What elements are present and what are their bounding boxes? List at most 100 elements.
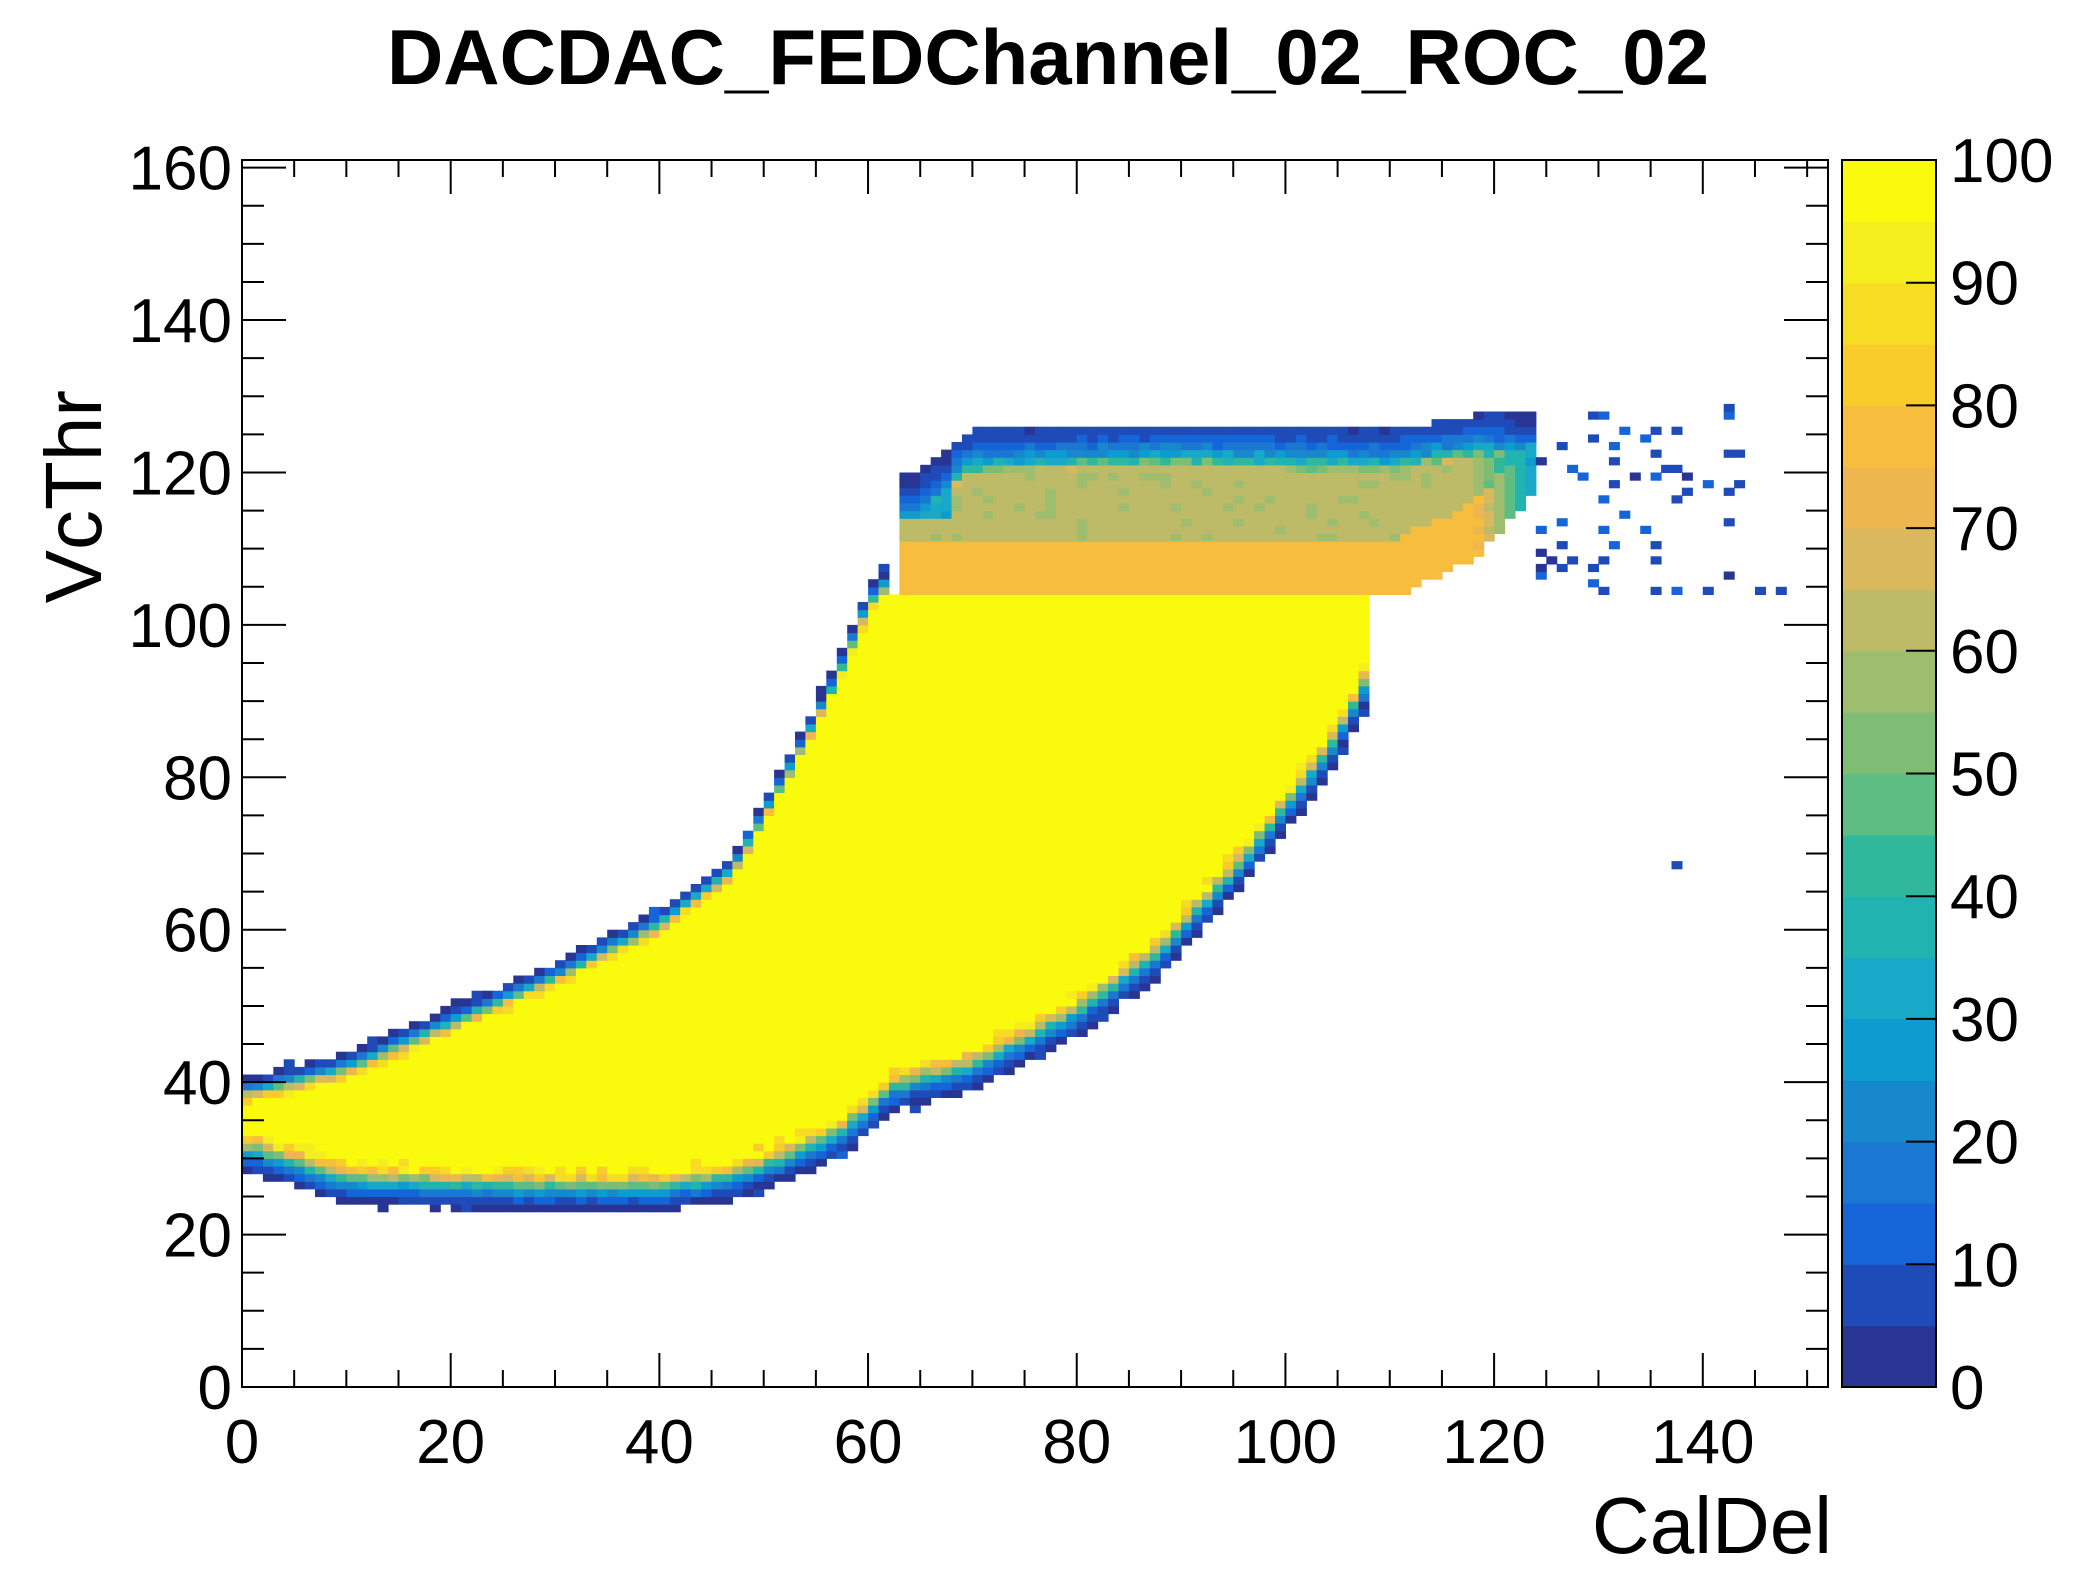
heatmap-cell — [909, 777, 921, 786]
heatmap-cell — [408, 1082, 420, 1091]
heatmap-cell — [586, 1112, 598, 1121]
heatmap-cell — [1254, 769, 1266, 778]
heatmap-cell — [1118, 434, 1130, 443]
heatmap-cell — [847, 670, 859, 679]
heatmap-cell — [1160, 449, 1172, 458]
heatmap-cell — [826, 838, 838, 847]
heatmap-cell — [815, 891, 827, 900]
heatmap-cell — [1212, 442, 1224, 451]
heatmap-cell — [941, 525, 953, 534]
heatmap-cell — [909, 518, 921, 527]
heatmap-cell — [1139, 472, 1151, 481]
heatmap-cell — [659, 983, 671, 992]
heatmap-cell — [742, 945, 754, 954]
heatmap-cell — [763, 1150, 775, 1159]
heatmap-cell — [534, 1158, 546, 1167]
heatmap-cell — [408, 1089, 420, 1098]
heatmap-cell — [1160, 442, 1172, 451]
heatmap-cell — [1181, 746, 1193, 755]
heatmap-cell — [544, 1074, 556, 1083]
heatmap-cell — [1087, 655, 1099, 664]
heatmap-cell — [461, 1112, 473, 1121]
heatmap-cell — [1097, 518, 1109, 527]
heatmap-cell — [857, 1089, 869, 1098]
heatmap-cell — [826, 1112, 838, 1121]
heatmap-cell — [648, 1181, 660, 1190]
heatmap-cell — [784, 1158, 796, 1167]
heatmap-cell — [659, 975, 671, 984]
heatmap-cell — [972, 739, 984, 748]
heatmap-cell — [659, 1181, 671, 1190]
heatmap-cell — [471, 1097, 483, 1106]
heatmap-cell — [450, 1143, 462, 1152]
heatmap-cell — [1003, 708, 1015, 717]
heatmap-cell — [1097, 784, 1109, 794]
heatmap-cell — [1233, 609, 1245, 618]
heatmap-cell — [575, 1181, 587, 1190]
heatmap-cell — [638, 1158, 650, 1167]
heatmap-cell — [972, 899, 984, 908]
heatmap-cell — [1024, 983, 1036, 992]
heatmap-cell — [1097, 594, 1109, 603]
heatmap-cell — [1201, 609, 1213, 618]
heatmap-cell — [638, 952, 650, 961]
heatmap-cell — [419, 1089, 431, 1098]
heatmap-cell — [1087, 945, 1099, 954]
heatmap-cell — [408, 1196, 420, 1205]
heatmap-cell — [1024, 579, 1036, 588]
heatmap-cell — [1181, 868, 1193, 877]
heatmap-cell — [993, 891, 1005, 900]
heatmap-cell — [847, 876, 859, 885]
heatmap-cell — [993, 426, 1005, 435]
heatmap-cell — [920, 731, 932, 740]
heatmap-cell — [857, 845, 869, 855]
heatmap-cell — [628, 1173, 640, 1182]
heatmap-cell — [398, 1158, 410, 1167]
heatmap-cell — [930, 1036, 942, 1045]
heatmap-cell — [1108, 647, 1119, 656]
heatmap-cell — [941, 784, 953, 794]
heatmap-cell — [742, 884, 754, 893]
heatmap-cell — [335, 1158, 347, 1167]
heatmap-cell — [888, 1051, 900, 1060]
heatmap-cell — [1035, 472, 1046, 481]
heatmap-cell — [1045, 541, 1057, 550]
heatmap-cell — [763, 1105, 775, 1114]
heatmap-cell — [941, 480, 953, 489]
heatmap-cell — [1191, 914, 1203, 923]
heatmap-cell — [1254, 495, 1266, 504]
heatmap-cell — [1087, 670, 1099, 679]
heatmap-cell — [1149, 693, 1161, 702]
heatmap-cell — [1024, 487, 1036, 496]
heatmap-cell — [847, 777, 859, 786]
heatmap-cell — [575, 1143, 587, 1152]
heatmap-cell — [815, 975, 827, 984]
heatmap-cell — [690, 967, 702, 976]
heatmap-cell — [888, 754, 900, 763]
heatmap-cell — [763, 937, 775, 946]
heatmap-cell — [962, 823, 973, 832]
heatmap-cell — [534, 990, 546, 999]
heatmap-cell — [1024, 754, 1036, 763]
heatmap-cell — [1222, 594, 1234, 603]
heatmap-cell — [701, 952, 713, 961]
heatmap-cell — [1212, 617, 1224, 626]
heatmap-cell — [962, 739, 973, 748]
heatmap-cell — [909, 884, 921, 893]
heatmap-cell — [482, 1120, 493, 1129]
heatmap-cell — [878, 739, 890, 748]
heatmap-cell — [795, 1066, 806, 1076]
heatmap-cell — [492, 1120, 504, 1129]
heatmap-cell — [868, 876, 880, 885]
heatmap-cell — [1108, 746, 1119, 755]
heatmap-cell — [1222, 647, 1234, 656]
heatmap-cell — [523, 1120, 535, 1129]
heatmap-cell — [1160, 563, 1172, 573]
heatmap-cell — [1201, 449, 1213, 458]
heatmap-cell — [1233, 457, 1245, 466]
heatmap-cell — [429, 1143, 441, 1152]
heatmap-cell — [1222, 586, 1234, 595]
heatmap-cell — [1212, 754, 1224, 763]
heatmap-cell — [701, 1158, 713, 1167]
heatmap-cell — [1045, 1044, 1057, 1053]
